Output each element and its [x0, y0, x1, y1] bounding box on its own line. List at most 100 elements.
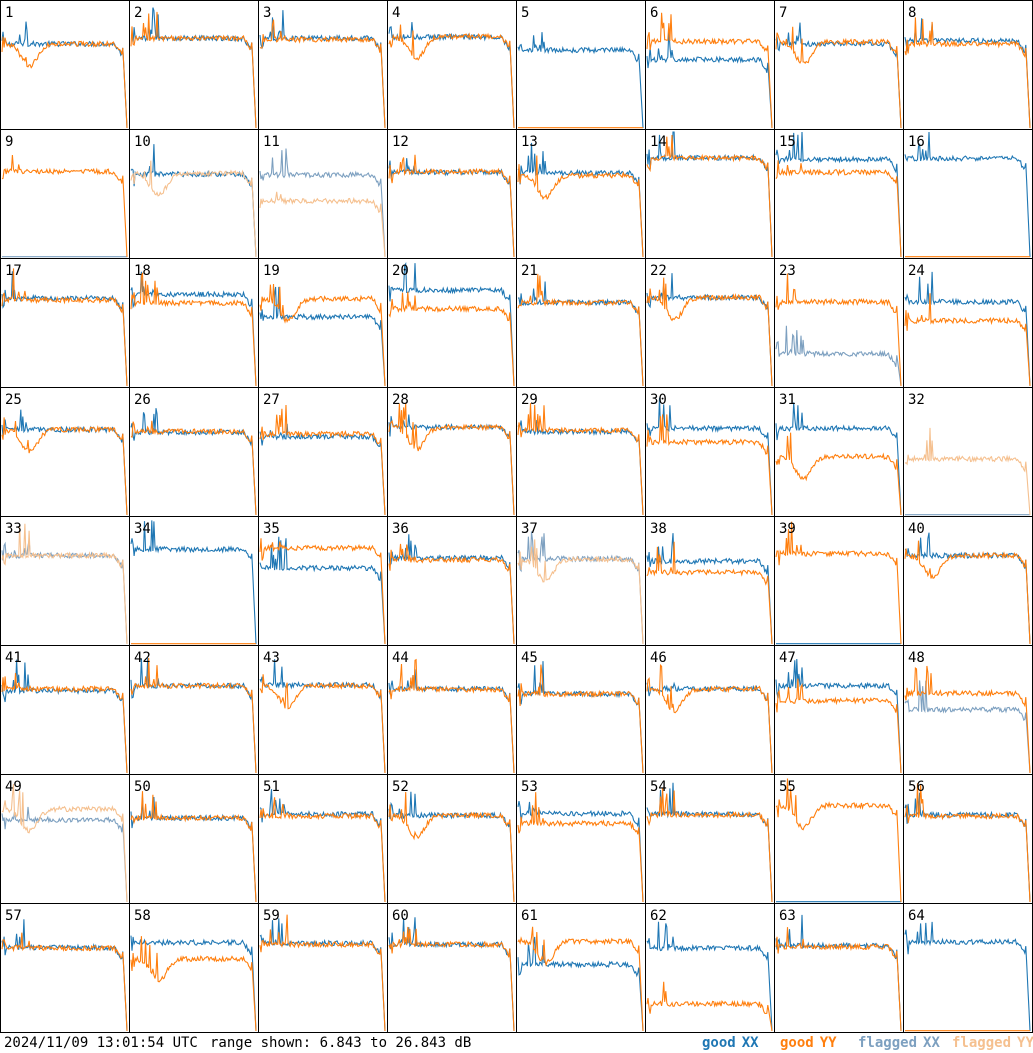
panel-27: 27 [258, 387, 388, 517]
series-yy-line [388, 791, 515, 903]
panel-1: 1 [0, 0, 130, 130]
panel-57: 57 [0, 903, 130, 1033]
panel-32: 32 [903, 387, 1033, 517]
series-xx-line [517, 142, 644, 258]
panel-53: 53 [516, 774, 646, 904]
panel-frame [645, 258, 775, 388]
panel-frame [774, 516, 904, 646]
series-yy-line [388, 24, 515, 129]
panel-label: 51 [263, 779, 280, 795]
series-xx-line [388, 791, 515, 903]
panel-54: 54 [645, 774, 775, 904]
series-yy-line [388, 154, 515, 258]
panel-frame [258, 903, 388, 1033]
series-yy-line [259, 914, 386, 1032]
panel-frame [0, 129, 130, 259]
panel-label: 25 [5, 392, 22, 408]
series-yy-line [259, 797, 386, 903]
panel-frame [258, 516, 388, 646]
panel-3: 3 [258, 0, 388, 130]
panel-label: 13 [521, 134, 538, 150]
panel-23: 23 [774, 258, 904, 388]
series-yy-line [775, 432, 902, 516]
panel-frame [0, 387, 130, 517]
panel-label: 59 [263, 908, 280, 924]
series-yy-line [130, 11, 257, 129]
series-yy-line [1, 36, 128, 129]
series-yy-line [904, 293, 1031, 387]
legend-good-yy-word: good [780, 1035, 814, 1051]
panel-21: 21 [516, 258, 646, 388]
series-xx-line [904, 131, 1031, 258]
panel-frame [645, 516, 775, 646]
panel-frame [903, 516, 1033, 646]
series-xx-line [775, 131, 902, 258]
series-yy-line [259, 674, 386, 774]
series-yy-line [259, 538, 386, 645]
panel-label: 8 [908, 5, 916, 21]
panel-label: 37 [521, 521, 538, 537]
panel-label: 49 [5, 779, 22, 795]
panel-45: 45 [516, 645, 646, 775]
panel-frame [258, 774, 388, 904]
series-yy-line [1, 417, 128, 516]
series-xx-line [259, 659, 386, 774]
series-yy-line [646, 981, 773, 1032]
series-xx-line [775, 402, 902, 516]
panel-frame [516, 645, 646, 775]
panel-label: 41 [5, 650, 22, 666]
panel-label: 61 [521, 908, 538, 924]
series-yy-line [775, 778, 902, 903]
panel-frame [774, 903, 904, 1033]
panel-label: 63 [779, 908, 796, 924]
panel-frame [903, 903, 1033, 1033]
panel-label: 50 [134, 779, 151, 795]
panel-frame [387, 0, 517, 130]
panel-41: 41 [0, 645, 130, 775]
panel-label: 17 [5, 263, 22, 279]
series-yy-line [388, 658, 515, 774]
panel-frame [0, 516, 130, 646]
panel-label: 35 [263, 521, 280, 537]
panel-label: 36 [392, 521, 409, 537]
panel-label: 34 [134, 521, 151, 537]
panel-59: 59 [258, 903, 388, 1033]
legend-good-xx-pol: XX [741, 1035, 759, 1051]
panel-frame [774, 129, 904, 259]
panel-frame [645, 903, 775, 1033]
panel-24: 24 [903, 258, 1033, 388]
panel-5: 5 [516, 0, 646, 130]
panel-22: 22 [645, 258, 775, 388]
series-xx-line [646, 273, 773, 387]
range-text: range shown: 6.843 to 26.843 dB [210, 1035, 472, 1051]
panel-label: 55 [779, 779, 796, 795]
panel-label: 27 [263, 392, 280, 408]
series-yy-line [775, 273, 902, 387]
series-xx-line [517, 32, 644, 129]
series-yy-line [259, 283, 386, 387]
series-yy-line [517, 664, 644, 774]
series-yy-line [388, 543, 515, 645]
series-xx-line [775, 22, 902, 129]
series-yy-line [646, 277, 773, 387]
panel-28: 28 [387, 387, 517, 517]
panel-label: 62 [650, 908, 667, 924]
series-yy-line [259, 191, 386, 258]
legend-flagged-xx: flagged XX [858, 1035, 940, 1051]
series-yy-line [646, 414, 773, 516]
timestamp: 2024/11/09 13:01:54 UTC [4, 1035, 198, 1051]
panel-frame [387, 387, 517, 517]
series-yy-line [130, 160, 257, 258]
series-yy-line [1, 783, 128, 903]
panel-label: 14 [650, 134, 667, 150]
panel-frame [129, 258, 259, 388]
panel-63: 63 [774, 903, 904, 1033]
panel-frame [387, 258, 517, 388]
panel-label: 26 [134, 392, 151, 408]
series-yy-line [1, 523, 128, 645]
panel-55: 55 [774, 774, 904, 904]
panel-48: 48 [903, 645, 1033, 775]
series-yy-line [1, 932, 128, 1032]
series-xx-line [775, 658, 902, 774]
panel-label: 5 [521, 5, 529, 21]
